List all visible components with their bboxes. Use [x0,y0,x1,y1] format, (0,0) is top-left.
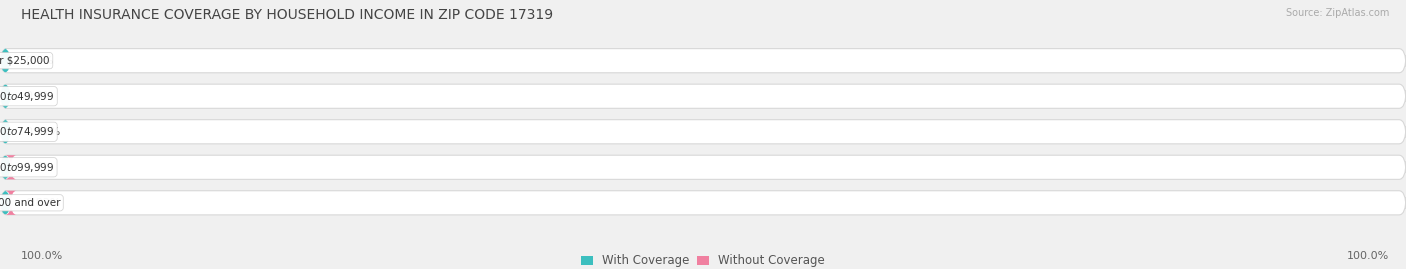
Text: 100.0%: 100.0% [17,91,63,101]
Text: 99.6%: 99.6% [17,56,56,66]
FancyBboxPatch shape [6,191,17,215]
FancyBboxPatch shape [0,191,1406,215]
Text: 0.4%: 0.4% [25,56,53,66]
Text: $25,000 to $49,999: $25,000 to $49,999 [0,90,53,103]
Text: 98.3%: 98.3% [17,162,55,172]
Text: HEALTH INSURANCE COVERAGE BY HOUSEHOLD INCOME IN ZIP CODE 17319: HEALTH INSURANCE COVERAGE BY HOUSEHOLD I… [21,8,553,22]
Text: 0.61%: 0.61% [25,127,60,137]
Legend: With Coverage, Without Coverage: With Coverage, Without Coverage [581,254,825,267]
Text: 99.2%: 99.2% [17,198,56,208]
Text: $75,000 to $99,999: $75,000 to $99,999 [0,161,53,174]
Text: 0.0%: 0.0% [25,91,53,101]
Text: Under $25,000: Under $25,000 [0,56,49,66]
FancyBboxPatch shape [0,155,1406,179]
FancyBboxPatch shape [0,155,11,179]
Text: 100.0%: 100.0% [1347,251,1389,261]
FancyBboxPatch shape [0,49,1406,73]
FancyBboxPatch shape [0,120,1406,144]
FancyBboxPatch shape [0,191,11,215]
Text: $100,000 and over: $100,000 and over [0,198,60,208]
FancyBboxPatch shape [0,120,11,144]
Text: 99.4%: 99.4% [17,127,56,137]
Text: Source: ZipAtlas.com: Source: ZipAtlas.com [1285,8,1389,18]
Text: $50,000 to $74,999: $50,000 to $74,999 [0,125,53,138]
FancyBboxPatch shape [0,84,11,108]
Text: 0.82%: 0.82% [25,198,60,208]
Text: 1.7%: 1.7% [25,162,53,172]
Text: 100.0%: 100.0% [21,251,63,261]
FancyBboxPatch shape [0,49,11,73]
FancyBboxPatch shape [0,84,1406,108]
FancyBboxPatch shape [6,155,17,179]
